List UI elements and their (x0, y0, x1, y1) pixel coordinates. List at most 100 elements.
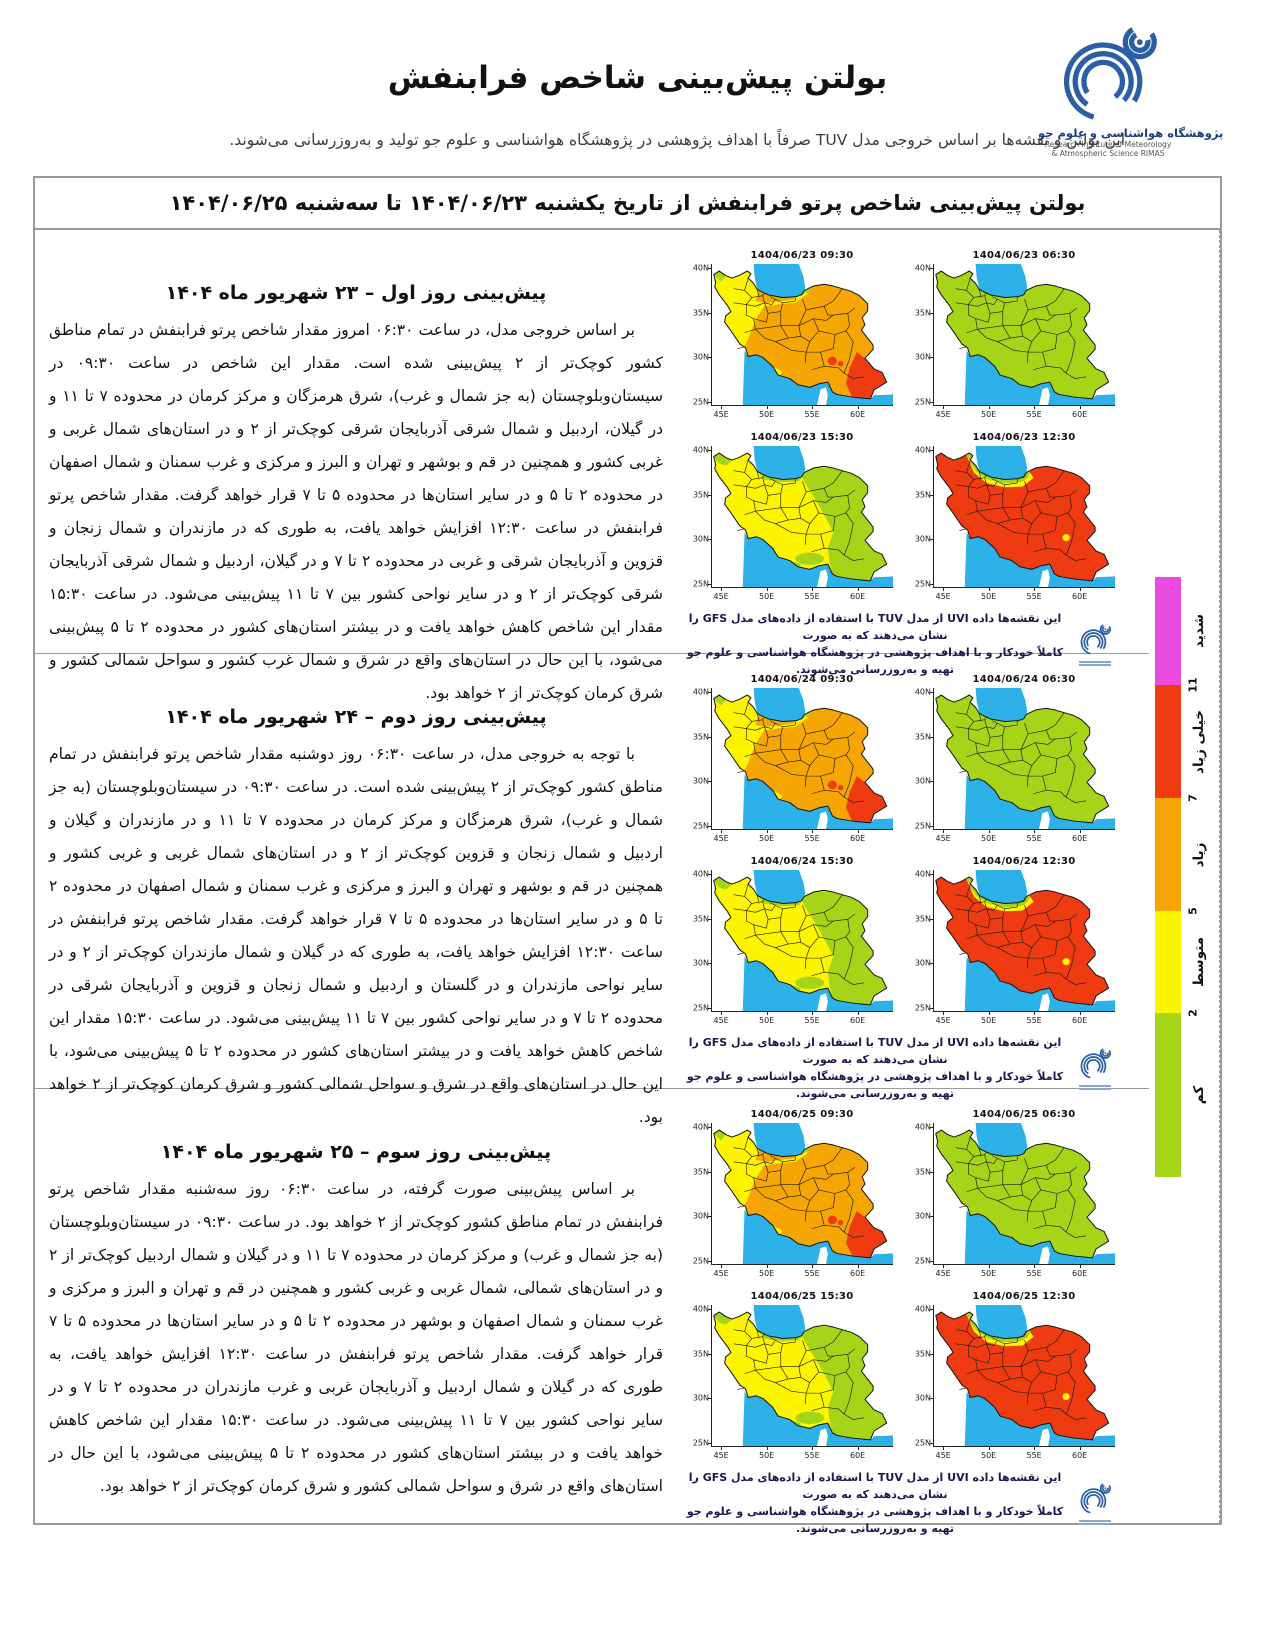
lat-axis-label: 25N (914, 1438, 931, 1448)
map-datetime-label: 1404/06/24 12:30 (972, 856, 1076, 867)
iran-uv-map: 40N 35N 30N 25N 45E 50E 55E 60E (915, 1305, 1115, 1460)
lon-axis-label: 55E (1026, 834, 1042, 843)
lat-axis-label: 30N (914, 776, 931, 786)
lon-axis-label: 45E (935, 410, 951, 419)
uv-map-cell: 1404/06/23 15:30 40N 35N 30N 25N 45E 50E 55E 60E (685, 432, 897, 604)
caption-text: این نقشه‌ها داده UVI از مدل TUV با استفا… (686, 1036, 1064, 1100)
lon-axis-label: 45E (713, 1451, 729, 1460)
uv-map-cell: 1404/06/24 06:30 40N 35N 30N 25N 45E 50E 55E 60E (907, 674, 1119, 846)
lat-axis-label: 35N (914, 914, 931, 924)
map-datetime-label: 1404/06/23 15:30 (750, 432, 854, 443)
uv-map-cell: 1404/06/23 12:30 40N 35N 30N 25N 45E 50E 55E 60E (907, 432, 1119, 604)
uv-map-cell: 1404/06/23 06:30 40N 35N 30N 25N 45E 50E 55E 60E (907, 250, 1119, 422)
bulletin-title: بولتن پیش‌بینی شاخص پرتو فرابنفش از تاری… (35, 178, 1220, 230)
lon-axis-label: 50E (758, 592, 775, 601)
section-body: با توجه به خروجی مدل، در ساعت ۰۶:۳۰ روز … (49, 745, 664, 1126)
uv-map-cell: 1404/06/24 12:30 40N 35N 30N 25N 45E 50E 55E 60E (907, 856, 1119, 1028)
lat-axis-label: 25N (914, 821, 931, 831)
lat-axis-label: 40N (914, 1122, 931, 1132)
lon-axis-label: 60E (1071, 1016, 1088, 1025)
lon-axis-label: 60E (1071, 1269, 1088, 1278)
lon-axis-label: 50E (758, 834, 775, 843)
lat-axis-label: 40N (692, 1304, 709, 1314)
lat-axis-label: 30N (914, 1211, 931, 1221)
section-body: بر اساس خروجی مدل، در ساعت ۰۶:۳۰ امروز م… (49, 321, 664, 702)
legend-segment-0: شدید 11 (1155, 577, 1207, 693)
lon-axis-label: 45E (935, 1016, 951, 1025)
forecast-section-day3: پیش‌بینی روز سوم – ۲۵ شهریور ماه ۱۴۰۴ بر… (35, 1089, 1149, 1537)
caption-logo (1073, 621, 1117, 667)
uv-intensity-legend: شدید 11 خیلی زیاد 7 زیاد 5 متوسط 2 کم (1155, 577, 1207, 1177)
lat-axis-label: 40N (692, 869, 709, 879)
lat-axis-label: 25N (914, 1256, 931, 1266)
lat-axis-label: 30N (914, 534, 931, 544)
lon-axis-label: 50E (980, 410, 997, 419)
uv-legend-column: شدید 11 خیلی زیاد 7 زیاد 5 متوسط 2 کم (1149, 230, 1220, 1523)
iran-uv-map: 40N 35N 30N 25N 45E 50E 55E 60E (915, 264, 1115, 419)
lon-axis-label: 45E (713, 410, 729, 419)
uv-map-cell: 1404/06/24 15:30 40N 35N 30N 25N 45E 50E 55E 60E (685, 856, 897, 1028)
lat-axis-label: 25N (692, 1256, 709, 1266)
lon-axis-label: 45E (713, 1269, 729, 1278)
rimas-spiral-icon (1077, 621, 1113, 658)
lon-axis-label: 50E (758, 1269, 775, 1278)
lon-axis-label: 55E (804, 834, 820, 843)
institute-name-en: Research Institute of Meteorology & Atmo… (1044, 140, 1172, 158)
map-datetime-label: 1404/06/25 06:30 (972, 1109, 1076, 1120)
iran-uv-map: 40N 35N 30N 25N 45E 50E 55E 60E (915, 870, 1115, 1025)
maps-grid: 1404/06/23 09:30 40N 35N 30N 25N 45E 50E 55E 60E… (685, 250, 1143, 604)
lat-axis-label: 25N (692, 821, 709, 831)
iran-uv-map: 40N 35N 30N 25N 45E 50E 55E 60E (915, 1123, 1115, 1278)
maps-grid: 1404/06/25 09:30 40N 35N 30N 25N 45E 50E 55E 60E… (685, 1109, 1143, 1463)
lat-axis-label: 30N (692, 776, 709, 786)
lat-axis-label: 30N (692, 958, 709, 968)
lat-axis-label: 40N (692, 1122, 709, 1132)
rimas-spiral-icon (1077, 1480, 1113, 1517)
section-title: پیش‌بینی روز اول – ۲۳ شهریور ماه ۱۴۰۴ (165, 282, 547, 304)
map-datetime-label: 1404/06/23 06:30 (972, 250, 1076, 261)
lat-axis-label: 30N (914, 1393, 931, 1403)
lat-axis-label: 25N (914, 397, 931, 407)
bulletin-disclaimer: این بولتن و نقشه‌ها بر اساس خروجی مدل TU… (229, 131, 1125, 149)
lat-axis-label: 30N (914, 352, 931, 362)
legend-threshold: 5 (1186, 907, 1200, 915)
lon-axis-label: 45E (935, 1451, 951, 1460)
lat-axis-label: 40N (692, 687, 709, 697)
iran-uv-map: 40N 35N 30N 25N 45E 50E 55E 60E (693, 1305, 893, 1460)
lon-axis-label: 60E (849, 592, 866, 601)
maps-caption: این نقشه‌ها داده UVI از مدل TUV با استفا… (685, 1034, 1143, 1102)
uv-map-cell: 1404/06/25 09:30 40N 35N 30N 25N 45E 50E 55E 60E (685, 1109, 897, 1281)
map-datetime-label: 1404/06/24 15:30 (750, 856, 854, 867)
legend-label: متوسط (1191, 936, 1207, 988)
legend-threshold: 7 (1186, 794, 1200, 802)
lon-axis-label: 60E (849, 1269, 866, 1278)
iran-uv-map: 40N 35N 30N 25N 45E 50E 55E 60E (915, 688, 1115, 843)
lat-axis-label: 35N (914, 490, 931, 500)
lat-axis-label: 25N (692, 579, 709, 589)
rimas-spiral-icon (1077, 1045, 1113, 1082)
lat-axis-label: 40N (914, 1304, 931, 1314)
lon-axis-label: 60E (1071, 834, 1088, 843)
lat-axis-label: 30N (914, 958, 931, 968)
rimas-spiral-icon (1049, 20, 1167, 124)
iran-uv-map: 40N 35N 30N 25N 45E 50E 55E 60E (693, 1123, 893, 1278)
caption-logo (1073, 1480, 1117, 1526)
uv-map-cell: 1404/06/25 06:30 40N 35N 30N 25N 45E 50E 55E 60E (907, 1109, 1119, 1281)
forecast-section-day1: پیش‌بینی روز اول – ۲۳ شهریور ماه ۱۴۰۴ بر… (35, 230, 1149, 702)
legend-label: شدید (1191, 614, 1207, 648)
lat-axis-label: 30N (692, 534, 709, 544)
lon-axis-label: 45E (935, 592, 951, 601)
lat-axis-label: 35N (914, 1167, 931, 1177)
maps-caption: این نقشه‌ها داده UVI از مدل TUV با استفا… (685, 610, 1143, 678)
legend-label: کم (1191, 1085, 1207, 1105)
uv-map-cell: 1404/06/24 09:30 40N 35N 30N 25N 45E 50E 55E 60E (685, 674, 897, 846)
lon-axis-label: 55E (804, 1451, 820, 1460)
lat-axis-label: 30N (692, 1211, 709, 1221)
lon-axis-label: 60E (1071, 410, 1088, 419)
iran-uv-map: 40N 35N 30N 25N 45E 50E 55E 60E (693, 688, 893, 843)
lat-axis-label: 35N (692, 490, 709, 500)
lat-axis-label: 30N (692, 352, 709, 362)
map-datetime-label: 1404/06/23 12:30 (972, 432, 1076, 443)
caption-text: این نقشه‌ها داده UVI از مدل TUV با استفا… (686, 1471, 1064, 1535)
uv-map-cell: 1404/06/23 09:30 40N 35N 30N 25N 45E 50E 55E 60E (685, 250, 897, 422)
